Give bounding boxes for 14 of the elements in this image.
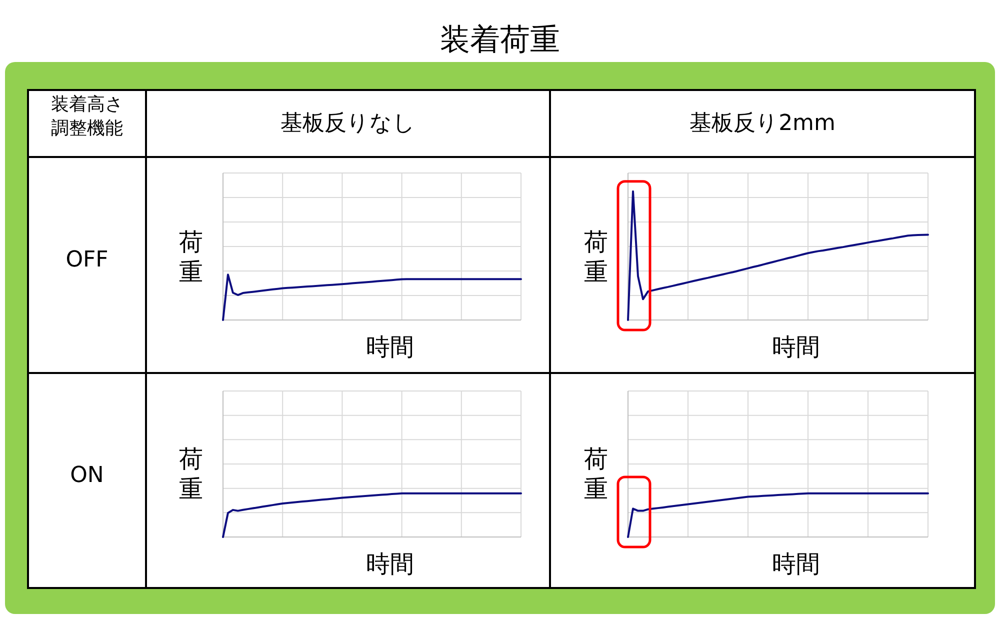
x-axis-title: 時間 (772, 550, 820, 578)
y-axis-title: 荷重 (179, 445, 203, 503)
x-axis-title: 時間 (366, 333, 414, 361)
y-axis-title: 荷重 (179, 228, 203, 286)
text: 装着荷重 (440, 22, 560, 58)
y-axis-title: 荷重 (584, 228, 608, 286)
text: OFF (66, 248, 108, 272)
text: ON (70, 463, 104, 488)
text: 基板反り2mm (690, 111, 836, 136)
text: 基板反りなし (280, 111, 416, 136)
x-axis-title: 時間 (772, 333, 820, 361)
text: 装着高さ調整機能 (51, 94, 123, 139)
y-axis-title: 荷重 (584, 445, 608, 503)
x-axis-title: 時間 (366, 550, 414, 578)
